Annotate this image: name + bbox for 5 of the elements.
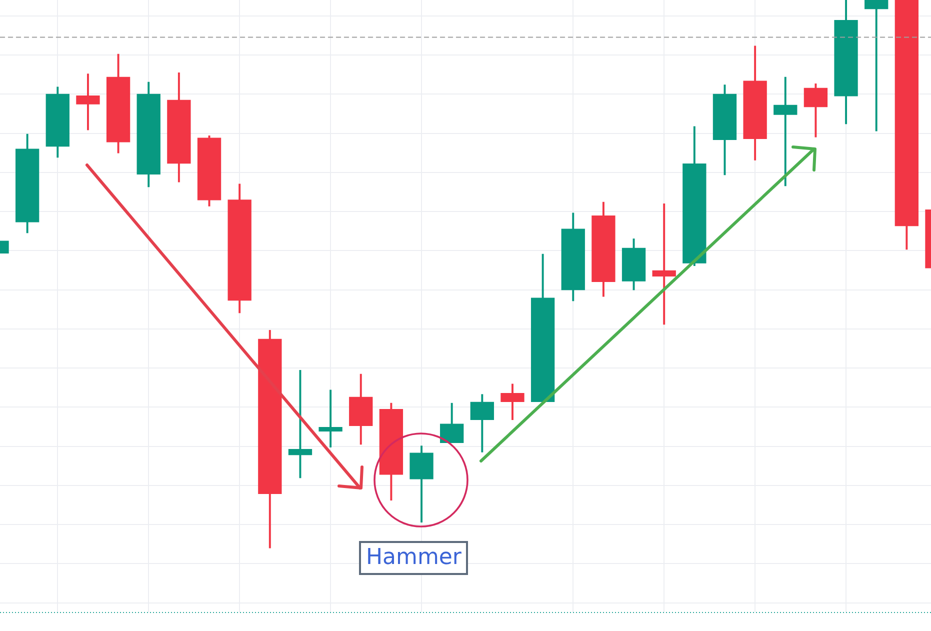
- candlestick: [288, 370, 312, 478]
- annotation: Hammer: [359, 541, 468, 575]
- candlestick: [864, 0, 888, 132]
- candlestick: [318, 390, 342, 448]
- candlestick: [652, 203, 676, 325]
